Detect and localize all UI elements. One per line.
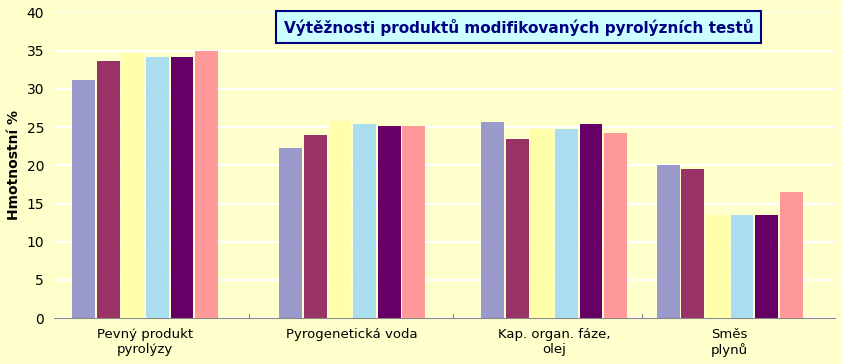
Bar xyxy=(171,57,194,318)
Bar xyxy=(731,215,754,318)
Text: Výtěžnosti produktů modifikovaných pyrolýzních testů: Výtěžnosti produktů modifikovaných pyrol… xyxy=(284,19,754,36)
Bar xyxy=(706,215,729,318)
Bar xyxy=(195,51,218,318)
Bar xyxy=(121,53,144,318)
Bar xyxy=(328,121,351,318)
Bar xyxy=(530,128,553,318)
Bar xyxy=(72,80,95,318)
Bar xyxy=(506,139,529,318)
Bar xyxy=(681,169,704,318)
Bar xyxy=(657,165,679,318)
Bar xyxy=(146,57,169,318)
Bar xyxy=(280,149,302,318)
Bar xyxy=(482,122,504,318)
Bar xyxy=(755,215,778,318)
Bar xyxy=(378,126,401,318)
Bar xyxy=(97,60,120,318)
Bar xyxy=(780,192,802,318)
Bar xyxy=(555,128,578,318)
Bar xyxy=(402,126,425,318)
Bar xyxy=(605,133,627,318)
Bar xyxy=(579,124,603,318)
Bar xyxy=(353,124,376,318)
Bar xyxy=(304,135,327,318)
Y-axis label: Hmotnostní %: Hmotnostní % xyxy=(7,110,21,220)
